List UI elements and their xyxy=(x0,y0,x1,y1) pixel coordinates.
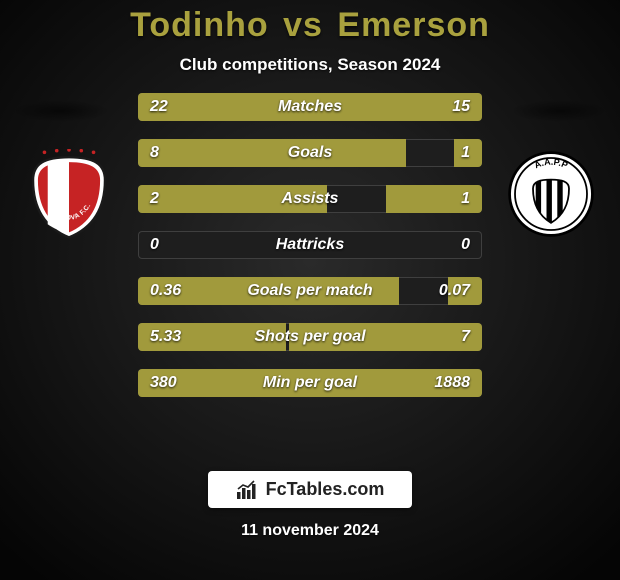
brand-text: FcTables.com xyxy=(266,479,385,500)
stat-row: 0.360.07Goals per match xyxy=(138,277,482,305)
stat-label: Min per goal xyxy=(138,369,482,397)
player1-name: Todinho xyxy=(130,6,269,44)
brand-box: FcTables.com xyxy=(208,471,413,508)
stat-row: 3801888Min per goal xyxy=(138,369,482,397)
player2-name: Emerson xyxy=(337,6,490,44)
player1-shadow xyxy=(12,100,110,122)
stat-label: Matches xyxy=(138,93,482,121)
stat-row: 81Goals xyxy=(138,139,482,167)
stat-bars: 2215Matches 81Goals 21Assists 00Hattricks 0.… xyxy=(138,93,482,397)
stat-label: Shots per goal xyxy=(138,323,482,351)
club-logo-left: VILA NOVA F.C. xyxy=(24,149,114,239)
subtitle: Club competitions, Season 2024 xyxy=(180,55,441,75)
stat-row: 5.337Shots per goal xyxy=(138,323,482,351)
stat-label: Assists xyxy=(138,185,482,213)
chart-icon xyxy=(236,480,258,500)
comparison-title: Todinho vs Emerson xyxy=(130,6,490,45)
date-text: 11 november 2024 xyxy=(241,522,379,540)
stat-label: Goals xyxy=(138,139,482,167)
stat-row: 21Assists xyxy=(138,185,482,213)
player2-shadow xyxy=(510,100,608,122)
club-logo-right: A.A.P.P xyxy=(506,149,596,239)
stat-label: Hattricks xyxy=(138,231,482,259)
stat-row: 00Hattricks xyxy=(138,231,482,259)
stat-row: 2215Matches xyxy=(138,93,482,121)
vs-text: vs xyxy=(283,6,323,44)
stat-label: Goals per match xyxy=(138,277,482,305)
